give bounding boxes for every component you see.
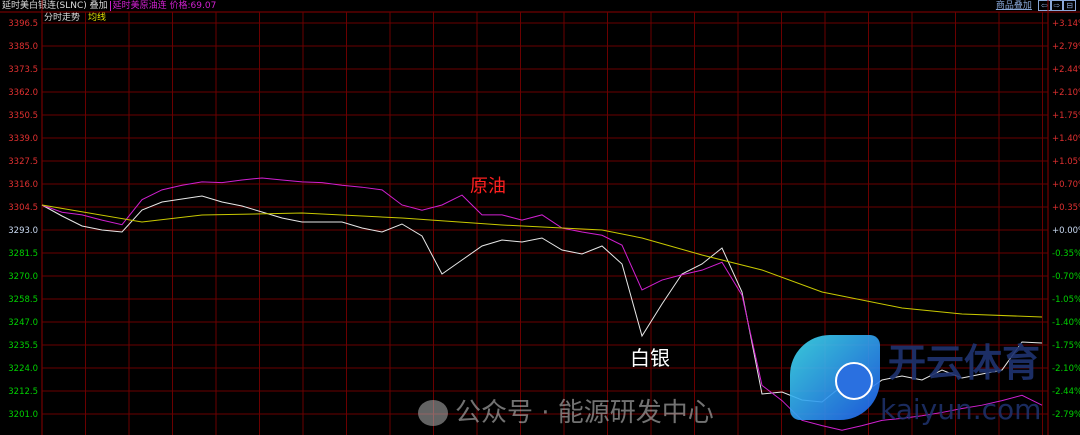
right-tick-label: -2.10% <box>1052 364 1080 374</box>
left-tick-label: 3385.0 <box>8 42 38 52</box>
right-tick-label: -2.44% <box>1052 387 1080 397</box>
right-tick-label: -1.75% <box>1052 341 1080 351</box>
average-label[interactable]: 均线 <box>88 13 107 23</box>
top-right-controls: 商品叠加 ⇦ ⇨ ⊟ <box>996 0 1076 12</box>
left-tick-label: 3350.5 <box>8 111 38 121</box>
left-tick-label: 3339.0 <box>8 134 38 144</box>
overlay-button[interactable]: 商品叠加 <box>995 1 1032 11</box>
left-tick-label: 3224.0 <box>8 364 38 374</box>
right-tick-label: +0.70% <box>1052 180 1080 190</box>
right-tick-label: +0.35% <box>1052 203 1080 213</box>
left-tick-label: 3362.0 <box>8 88 38 98</box>
right-tick-label: -2.79% <box>1052 410 1080 420</box>
left-tick-label: 3327.5 <box>8 157 38 167</box>
right-tick-label: +1.75% <box>1052 111 1080 121</box>
right-tick-label: +1.05% <box>1052 157 1080 167</box>
left-tick-label: 3304.5 <box>8 203 38 213</box>
left-tick-label: 3247.0 <box>8 318 38 328</box>
right-tick-label: -1.05% <box>1052 295 1080 305</box>
overlay-instrument[interactable]: 延时美原油连 价格:69.07 <box>109 1 217 11</box>
right-tick-label: +1.40% <box>1052 134 1080 144</box>
right-tick-label: -0.70% <box>1052 272 1080 282</box>
timeshare-label[interactable]: 分时走势 <box>44 13 81 23</box>
chart-header: 延时美白银连(SLNC) 叠加 延时美原油连 价格:69.07 <box>2 0 217 12</box>
sub-header: 分时走势 均线 <box>44 12 106 24</box>
right-tick-label: +2.10% <box>1052 88 1080 98</box>
left-tick-label: 3258.5 <box>8 295 38 305</box>
right-tick-label: +3.14% <box>1052 19 1080 29</box>
crude-line <box>41 177 1043 431</box>
right-tick-label: +0.00% <box>1052 226 1080 236</box>
arrow-left-icon[interactable]: ⇦ <box>1037 0 1051 11</box>
instrument-title: 延时美白银连(SLNC) 叠加 <box>2 1 108 11</box>
left-tick-label: 3396.5 <box>8 19 38 29</box>
arrow-right-icon[interactable]: ⇨ <box>1050 0 1064 11</box>
average-line <box>41 204 1043 318</box>
right-tick-label: -1.40% <box>1052 318 1080 328</box>
right-tick-label: -0.35% <box>1052 249 1080 259</box>
left-tick-label: 3270.0 <box>8 272 38 282</box>
left-tick-label: 3281.5 <box>8 249 38 259</box>
left-tick-label: 3201.0 <box>8 410 38 420</box>
left-tick-label: 3293.0 <box>8 226 38 236</box>
left-tick-label: 3316.0 <box>8 180 38 190</box>
restore-icon[interactable]: ⊟ <box>1063 0 1076 11</box>
right-tick-label: +2.44% <box>1052 65 1080 75</box>
left-tick-label: 3212.5 <box>8 387 38 397</box>
left-tick-label: 3373.5 <box>8 65 38 75</box>
right-tick-label: +2.79% <box>1052 42 1080 52</box>
left-tick-label: 3235.5 <box>8 341 38 351</box>
